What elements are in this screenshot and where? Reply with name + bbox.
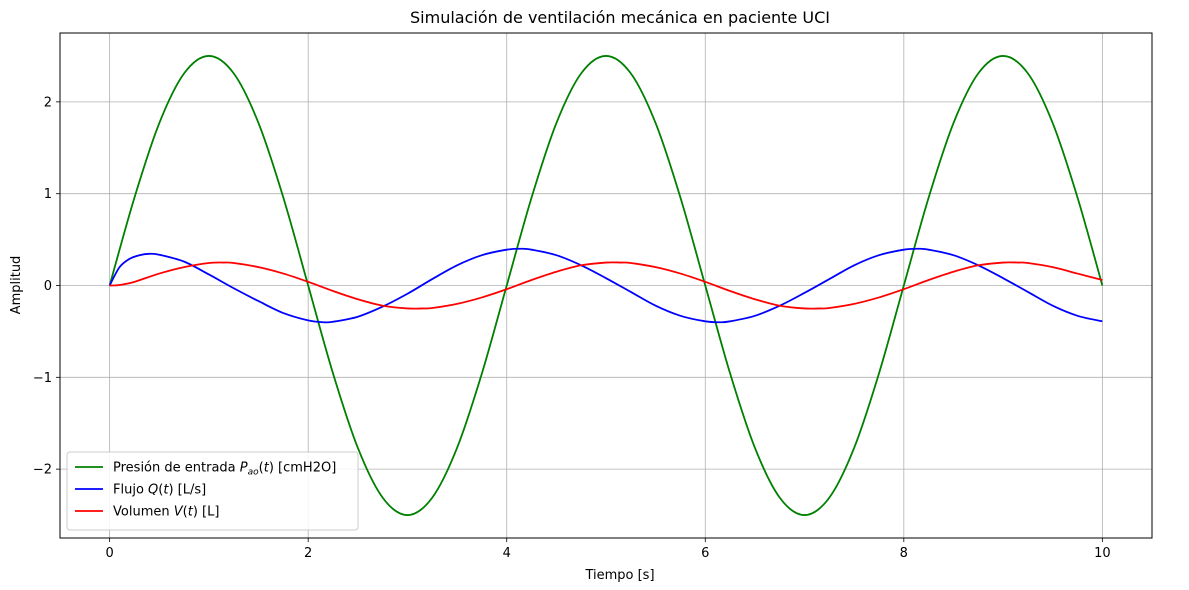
y-tick-label: −2 bbox=[33, 463, 52, 478]
x-axis-label: Tiempo [s] bbox=[584, 568, 654, 583]
x-tick-label: 8 bbox=[900, 546, 908, 561]
x-tick-label: 6 bbox=[701, 546, 709, 561]
series-layer bbox=[108, 55, 1104, 516]
series-line-3 bbox=[109, 261, 1103, 310]
x-tick-label: 10 bbox=[1094, 546, 1111, 561]
axis-ticks: 0 2 4 6 8 10 −2 −1 0 1 2 bbox=[33, 95, 1111, 561]
y-tick-label: 1 bbox=[44, 187, 52, 202]
legend-label-3: Volumen V(t) [L] bbox=[113, 505, 219, 520]
x-tick-label: 2 bbox=[304, 546, 312, 561]
y-axis-label: Amplitud bbox=[9, 256, 24, 315]
x-tick-label: 4 bbox=[503, 546, 511, 561]
x-tick-label: 0 bbox=[105, 546, 113, 561]
chart-title: Simulación de ventilación mecánica en pa… bbox=[410, 8, 830, 27]
legend-label-2: Flujo Q(t) [L/s] bbox=[113, 483, 206, 498]
legend-box bbox=[66, 451, 359, 531]
legend: Presión de entrada Pao(t) [cmH2O] Flujo Q… bbox=[66, 451, 359, 531]
series-line-1 bbox=[108, 55, 1104, 516]
legend-label-1: Presión de entrada Pao(t) [cmH2O] bbox=[113, 461, 336, 478]
y-tick-label: −1 bbox=[33, 371, 52, 386]
y-tick-label: 2 bbox=[44, 95, 52, 110]
y-tick-label: 0 bbox=[44, 279, 52, 294]
series-line-2 bbox=[108, 247, 1103, 324]
